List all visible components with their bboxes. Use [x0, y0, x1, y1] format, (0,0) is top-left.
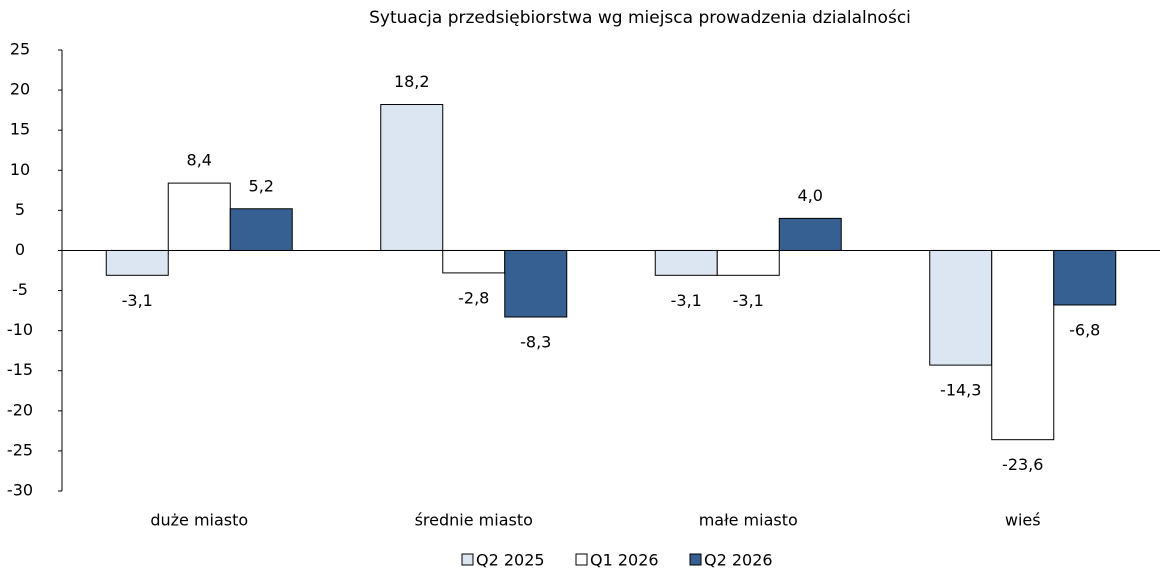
y-tick-label: -25 [7, 440, 33, 459]
bar [991, 249, 1055, 441]
data-label: -23,6 [1002, 455, 1043, 474]
x-tick-label: duże miasto [150, 511, 248, 530]
y-tick-label: -15 [7, 360, 33, 379]
legend-swatch [575, 553, 588, 566]
legend-swatch [689, 553, 702, 566]
y-tick-label: -20 [7, 400, 33, 419]
legend-label: Q2 2025 [476, 551, 545, 570]
data-label: 8,4 [187, 151, 212, 170]
data-label: -6,8 [1069, 320, 1100, 339]
data-label: -3,1 [671, 291, 702, 310]
bar [504, 249, 568, 318]
y-tick-label: -10 [7, 320, 33, 339]
y-tick-label: 5 [15, 200, 25, 219]
data-label: 4,0 [798, 186, 823, 205]
y-tick-label: 10 [10, 160, 30, 179]
y-tick-label: 15 [10, 120, 30, 139]
data-label: -14,3 [940, 381, 981, 400]
data-label: 5,2 [249, 176, 274, 195]
bar [778, 217, 842, 251]
x-tick-label: średnie miasto [415, 511, 533, 530]
chart-title: Sytuacja przedsiębiorstwa wg miejsca pro… [369, 8, 911, 28]
bar [654, 249, 718, 276]
data-label: -2,8 [458, 288, 489, 307]
x-tick-label: małe miasto [699, 511, 798, 530]
bar [929, 249, 993, 366]
y-tick-label: -5 [12, 280, 28, 299]
y-tick-label: 25 [10, 40, 30, 59]
y-tick-label: -30 [7, 481, 33, 500]
bar [229, 208, 293, 251]
bar [105, 249, 169, 276]
legend-label: Q2 2026 [704, 551, 773, 570]
legend-swatch [461, 553, 474, 566]
data-label: 18,2 [394, 72, 430, 91]
bar [167, 182, 231, 251]
bar [442, 249, 506, 274]
y-tick-label: 20 [10, 80, 30, 99]
y-tick-label: 0 [15, 240, 25, 259]
bar [380, 104, 444, 251]
bar [1053, 249, 1117, 306]
x-tick-label: wieś [1005, 511, 1041, 530]
legend-label: Q1 2026 [590, 551, 659, 570]
data-label: -3,1 [733, 291, 764, 310]
data-label: -3,1 [122, 291, 153, 310]
bar [716, 249, 780, 276]
data-label: -8,3 [520, 333, 551, 352]
